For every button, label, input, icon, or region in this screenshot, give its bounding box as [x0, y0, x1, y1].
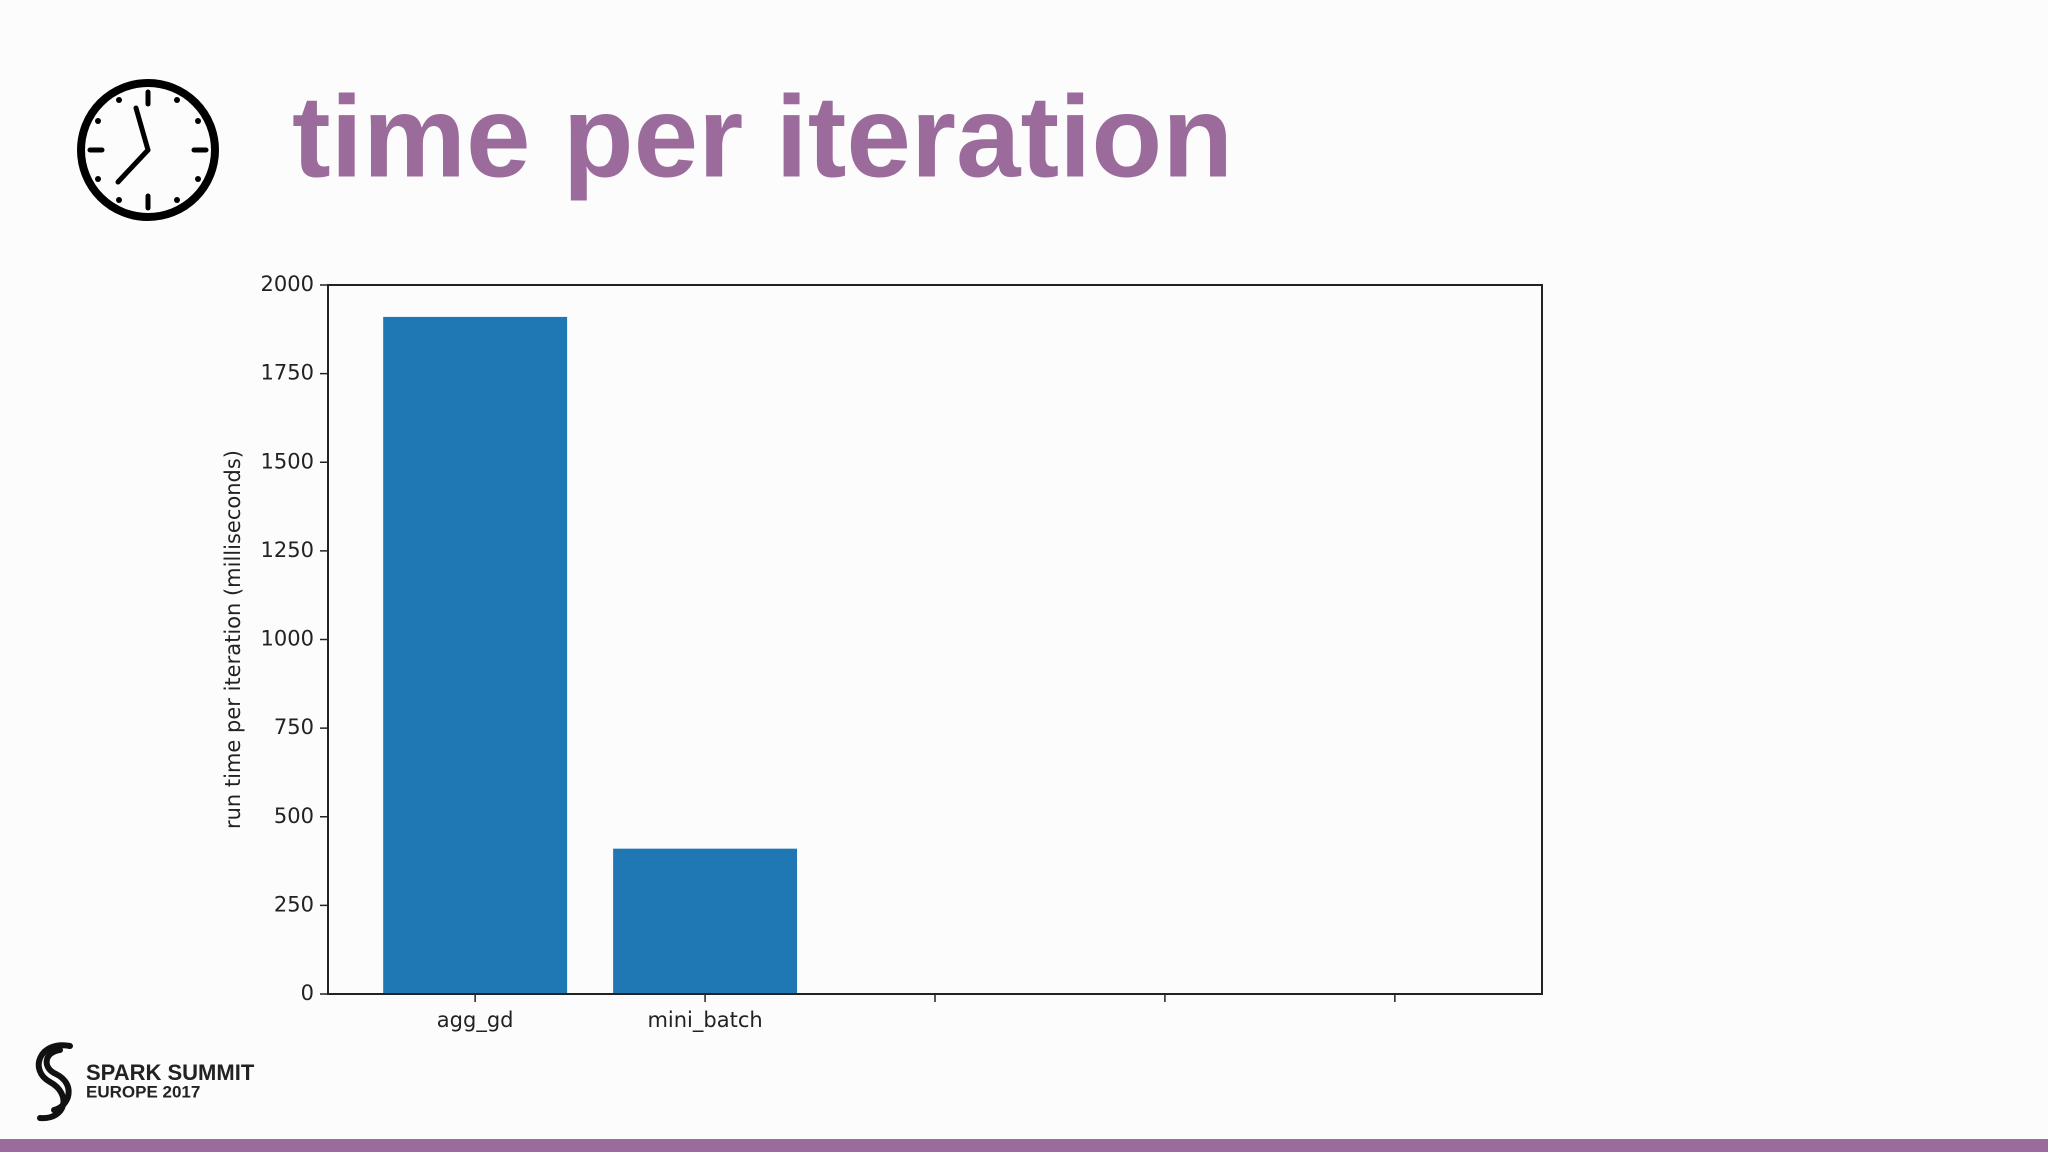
footer-bar: [0, 1139, 2048, 1152]
y-tick-label: 1500: [261, 449, 314, 473]
plot-frame: [327, 284, 1543, 995]
bar: [383, 316, 568, 994]
y-tick-label: 1250: [261, 538, 314, 562]
bar: [613, 848, 798, 994]
x-tick-label: agg_gd: [437, 1008, 514, 1033]
x-tick-label: mini_batch: [647, 1008, 762, 1033]
y-tick-label: 0: [301, 981, 314, 1005]
chart: 0 250 500 750 1000 1250 1500 1750 2000 agg_gd mini…: [221, 272, 1543, 1033]
y-tick-label: 500: [274, 804, 314, 828]
y-tick-label: 2000: [261, 272, 314, 296]
y-tick-label: 1000: [261, 627, 314, 651]
clock-icon: [77, 79, 219, 221]
y-tick-label: 750: [274, 715, 314, 739]
y-tick-label: 1750: [261, 361, 314, 385]
slide-title: time per iteration: [292, 72, 1233, 202]
logo-text: SPARK SUMMIT: [86, 1060, 255, 1085]
logo-subtext: EUROPE 2017: [86, 1082, 200, 1101]
logo: [35, 1042, 73, 1122]
y-axis-label: run time per iteration (milliseconds): [221, 450, 245, 829]
y-tick-label: 250: [274, 892, 314, 916]
